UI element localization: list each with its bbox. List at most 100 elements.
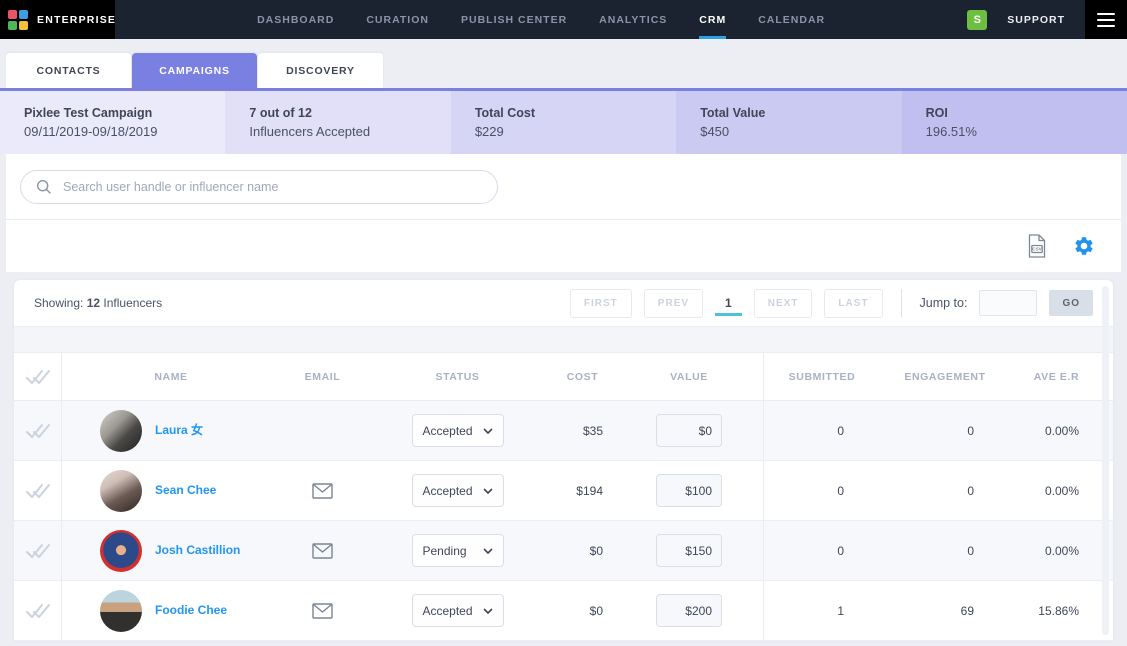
col-header-submitted[interactable]: SUBMITTED [763,353,880,400]
summary-value: Influencers Accepted [249,124,371,139]
influencer-name-link[interactable]: Sean Chee [155,483,217,498]
engagement-cell: 69 [960,603,974,618]
chevron-down-icon [482,427,493,434]
showing-count-suffix: Influencers [103,296,163,310]
col-header-engagement[interactable]: ENGAGEMENT [904,370,986,383]
value-input[interactable]: $150 [656,534,722,567]
value-cell: $0 [615,414,763,447]
value-input[interactable]: $0 [656,414,722,447]
influencer-name-link[interactable]: Josh Castillion [155,543,241,558]
prev-page-button[interactable]: PREV [643,288,704,318]
go-button[interactable]: GO [1049,290,1093,316]
chevron-down-icon [482,547,493,554]
col-header-status[interactable]: STATUS [435,370,480,383]
nav-item[interactable]: DASHBOARD [257,13,335,26]
nav-item[interactable]: CALENDAR [758,13,826,26]
status-dropdown[interactable]: Pending [411,534,504,567]
search-icon [36,179,51,194]
settings-gear-icon[interactable] [1073,235,1095,257]
value-cell: $100 [615,474,763,507]
nav-item[interactable]: ANALYTICS [599,13,668,26]
avatar[interactable] [100,589,142,632]
first-page-button[interactable]: FIRST [569,288,632,318]
avatar[interactable] [100,529,142,572]
summary-value: 196.51% [925,124,977,139]
table-row: Laura 女 Accepted $35 $0 0 [14,401,1113,461]
pixlee-logo-icon [8,9,28,30]
summary-cell: Pixlee Test Campaign 09/11/2019-09/18/20… [0,91,226,154]
value-input[interactable]: $200 [656,594,722,627]
nav-item[interactable]: CURATION [366,13,429,26]
row-checkmarks-icon[interactable] [14,461,62,520]
row-checkmarks-icon[interactable] [14,521,62,580]
name-cell: Sean Chee [62,469,280,512]
current-page[interactable]: 1 [715,291,742,316]
crm-tabs: CONTACTS CAMPAIGNS DISCOVERY [0,39,1127,88]
next-page-button[interactable]: NEXT [753,288,813,318]
jump-to-input[interactable] [979,290,1038,316]
nav-item[interactable]: CRM [699,0,727,39]
select-all-checkmarks-icon[interactable] [14,353,62,400]
showing-label: Showing: [34,296,84,310]
col-header-value[interactable]: VALUE [670,370,708,383]
table-row: Josh Castillion Pending $0 [14,521,1113,581]
table-actions: CSV [6,220,1121,272]
email-cell [280,581,365,640]
status-dropdown[interactable]: Accepted [411,594,504,627]
tab[interactable]: CAMPAIGNS [132,53,257,88]
last-page-button[interactable]: LAST [824,288,883,318]
summary-cell: Total Cost $229 [450,91,677,154]
cost-cell: $194 [576,483,603,498]
row-checkmarks-icon[interactable] [14,581,62,640]
hamburger-menu-icon[interactable] [1085,0,1127,39]
engagement-cell: 0 [967,483,974,498]
top-nav: ENTERPRISE DASHBOARD CURATION PUBLISH CE… [0,0,1127,39]
col-header-email[interactable]: EMAIL [304,370,341,383]
influencer-name-link[interactable]: Foodie Chee [155,603,228,618]
status-cell: Accepted [365,414,550,447]
col-header-cost[interactable]: COST [566,370,599,383]
pager-divider [900,289,902,317]
support-link[interactable]: SUPPORT [1007,13,1065,26]
email-envelope-icon[interactable] [312,482,333,499]
row-checkmarks-icon[interactable] [14,401,62,460]
cost-cell: $35 [582,423,603,438]
email-envelope-icon[interactable] [312,602,333,619]
engagement-cell: 0 [967,543,974,558]
table-row: Foodie Chee Accepted $0 [14,581,1113,641]
jump-to-label: Jump to: [919,296,968,310]
email-cell [280,521,365,580]
value-input[interactable]: $100 [656,474,722,507]
engagement-cell: 0 [967,423,974,438]
tab[interactable]: CONTACTS [6,53,131,88]
status-dropdown[interactable]: Accepted [411,414,504,447]
status-dropdown[interactable]: Accepted [411,474,504,507]
ave-er-cell: 0.00% [1044,543,1079,558]
brand[interactable]: ENTERPRISE [0,0,115,39]
status-value: Accepted [422,423,473,438]
csv-export-icon[interactable]: CSV [1027,234,1047,258]
nav-item[interactable]: PUBLISH CENTER [460,13,568,26]
search-input[interactable] [63,180,482,194]
chevron-down-icon [482,487,493,494]
account-status-badge[interactable]: S [967,9,988,30]
status-value: Pending [422,543,467,558]
search-box[interactable] [20,170,498,204]
avatar[interactable] [100,409,142,452]
email-envelope-icon[interactable] [312,542,333,559]
search-toolbar-card: CSV [6,154,1121,272]
svg-text:CSV: CSV [1032,247,1042,252]
col-header-name[interactable]: NAME [154,370,188,383]
influencer-name-link[interactable]: Laura 女 [155,423,204,438]
col-header-ave-er[interactable]: AVE E.R [1033,370,1080,383]
vertical-scrollbar[interactable] [1102,286,1109,635]
avatar[interactable] [100,469,142,512]
email-cell [280,401,365,460]
summary-title: Total Value [700,106,766,120]
submitted-cell: 0 [763,401,880,460]
ave-er-cell: 15.86% [1038,603,1079,618]
tab[interactable]: DISCOVERY [258,53,383,88]
pagination-row: Showing: 12 Influencers FIRST PREV 1 NEX… [14,280,1113,326]
showing-count-value: 12 [86,296,101,310]
toolbar-divider [6,219,1121,220]
